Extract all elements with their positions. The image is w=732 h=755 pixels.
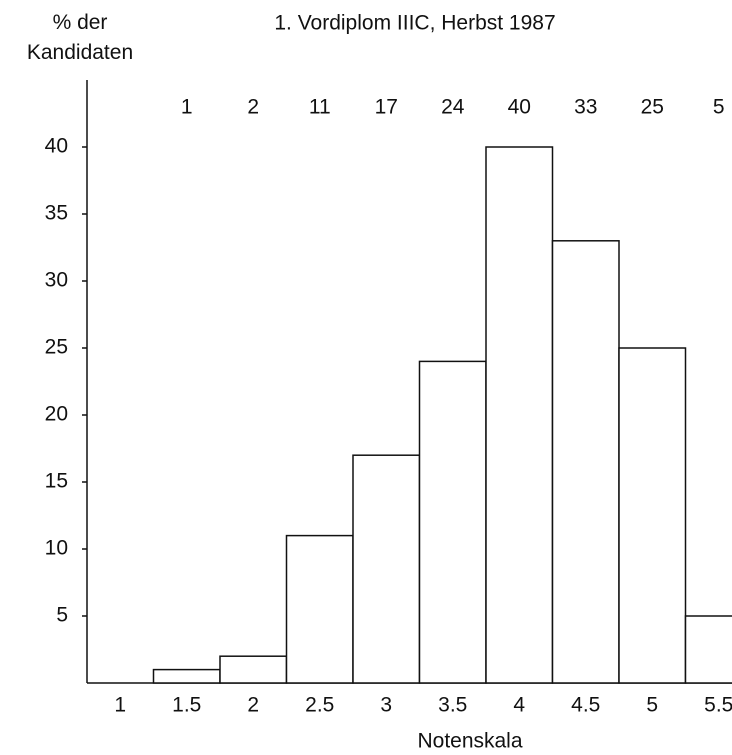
- bar: [684, 615, 732, 684]
- x-tick-label: 1: [114, 694, 126, 717]
- bar: [219, 655, 288, 684]
- value-label: 25: [641, 96, 664, 119]
- bar: [352, 454, 421, 684]
- y-tick-label: 5: [56, 604, 68, 627]
- value-label: 17: [375, 96, 398, 119]
- x-tick-label: 3: [380, 694, 392, 717]
- x-tick-label: 4.5: [571, 694, 600, 717]
- x-axis-label: Notenskala: [417, 730, 522, 753]
- y-tick-label: 20: [45, 403, 68, 426]
- bar: [485, 146, 554, 684]
- y-tick-label: 25: [45, 336, 68, 359]
- value-label: 24: [441, 96, 465, 119]
- x-tick-label: 3.5: [438, 694, 467, 717]
- bar: [152, 668, 221, 684]
- value-label: 2: [247, 96, 259, 119]
- chart-title: 1. Vordiplom IIIC, Herbst 1987: [274, 12, 555, 35]
- y-tick-label: 30: [45, 269, 68, 292]
- x-tick-label: 5: [646, 694, 658, 717]
- value-label: 1: [181, 96, 193, 119]
- y-tick-label: 40: [45, 135, 68, 158]
- y-tick-label: 35: [45, 202, 68, 225]
- x-tick-label: 1.5: [172, 694, 201, 717]
- value-label: 5: [713, 96, 725, 119]
- bar: [618, 347, 687, 684]
- x-tick-label: 4: [513, 694, 525, 717]
- x-tick-label: 2: [247, 694, 259, 717]
- bar: [285, 534, 354, 684]
- value-label: 33: [574, 96, 597, 119]
- y-tick-label: 15: [45, 470, 68, 493]
- x-tick-label: 2.5: [305, 694, 334, 717]
- value-label: 40: [508, 96, 531, 119]
- bar: [551, 240, 620, 684]
- y-axis-label: % der Kandidaten: [26, 11, 134, 64]
- x-tick-label: 5.5: [704, 694, 732, 717]
- value-label: 11: [309, 96, 331, 119]
- bar: [418, 360, 487, 684]
- y-tick-label: 10: [45, 537, 68, 560]
